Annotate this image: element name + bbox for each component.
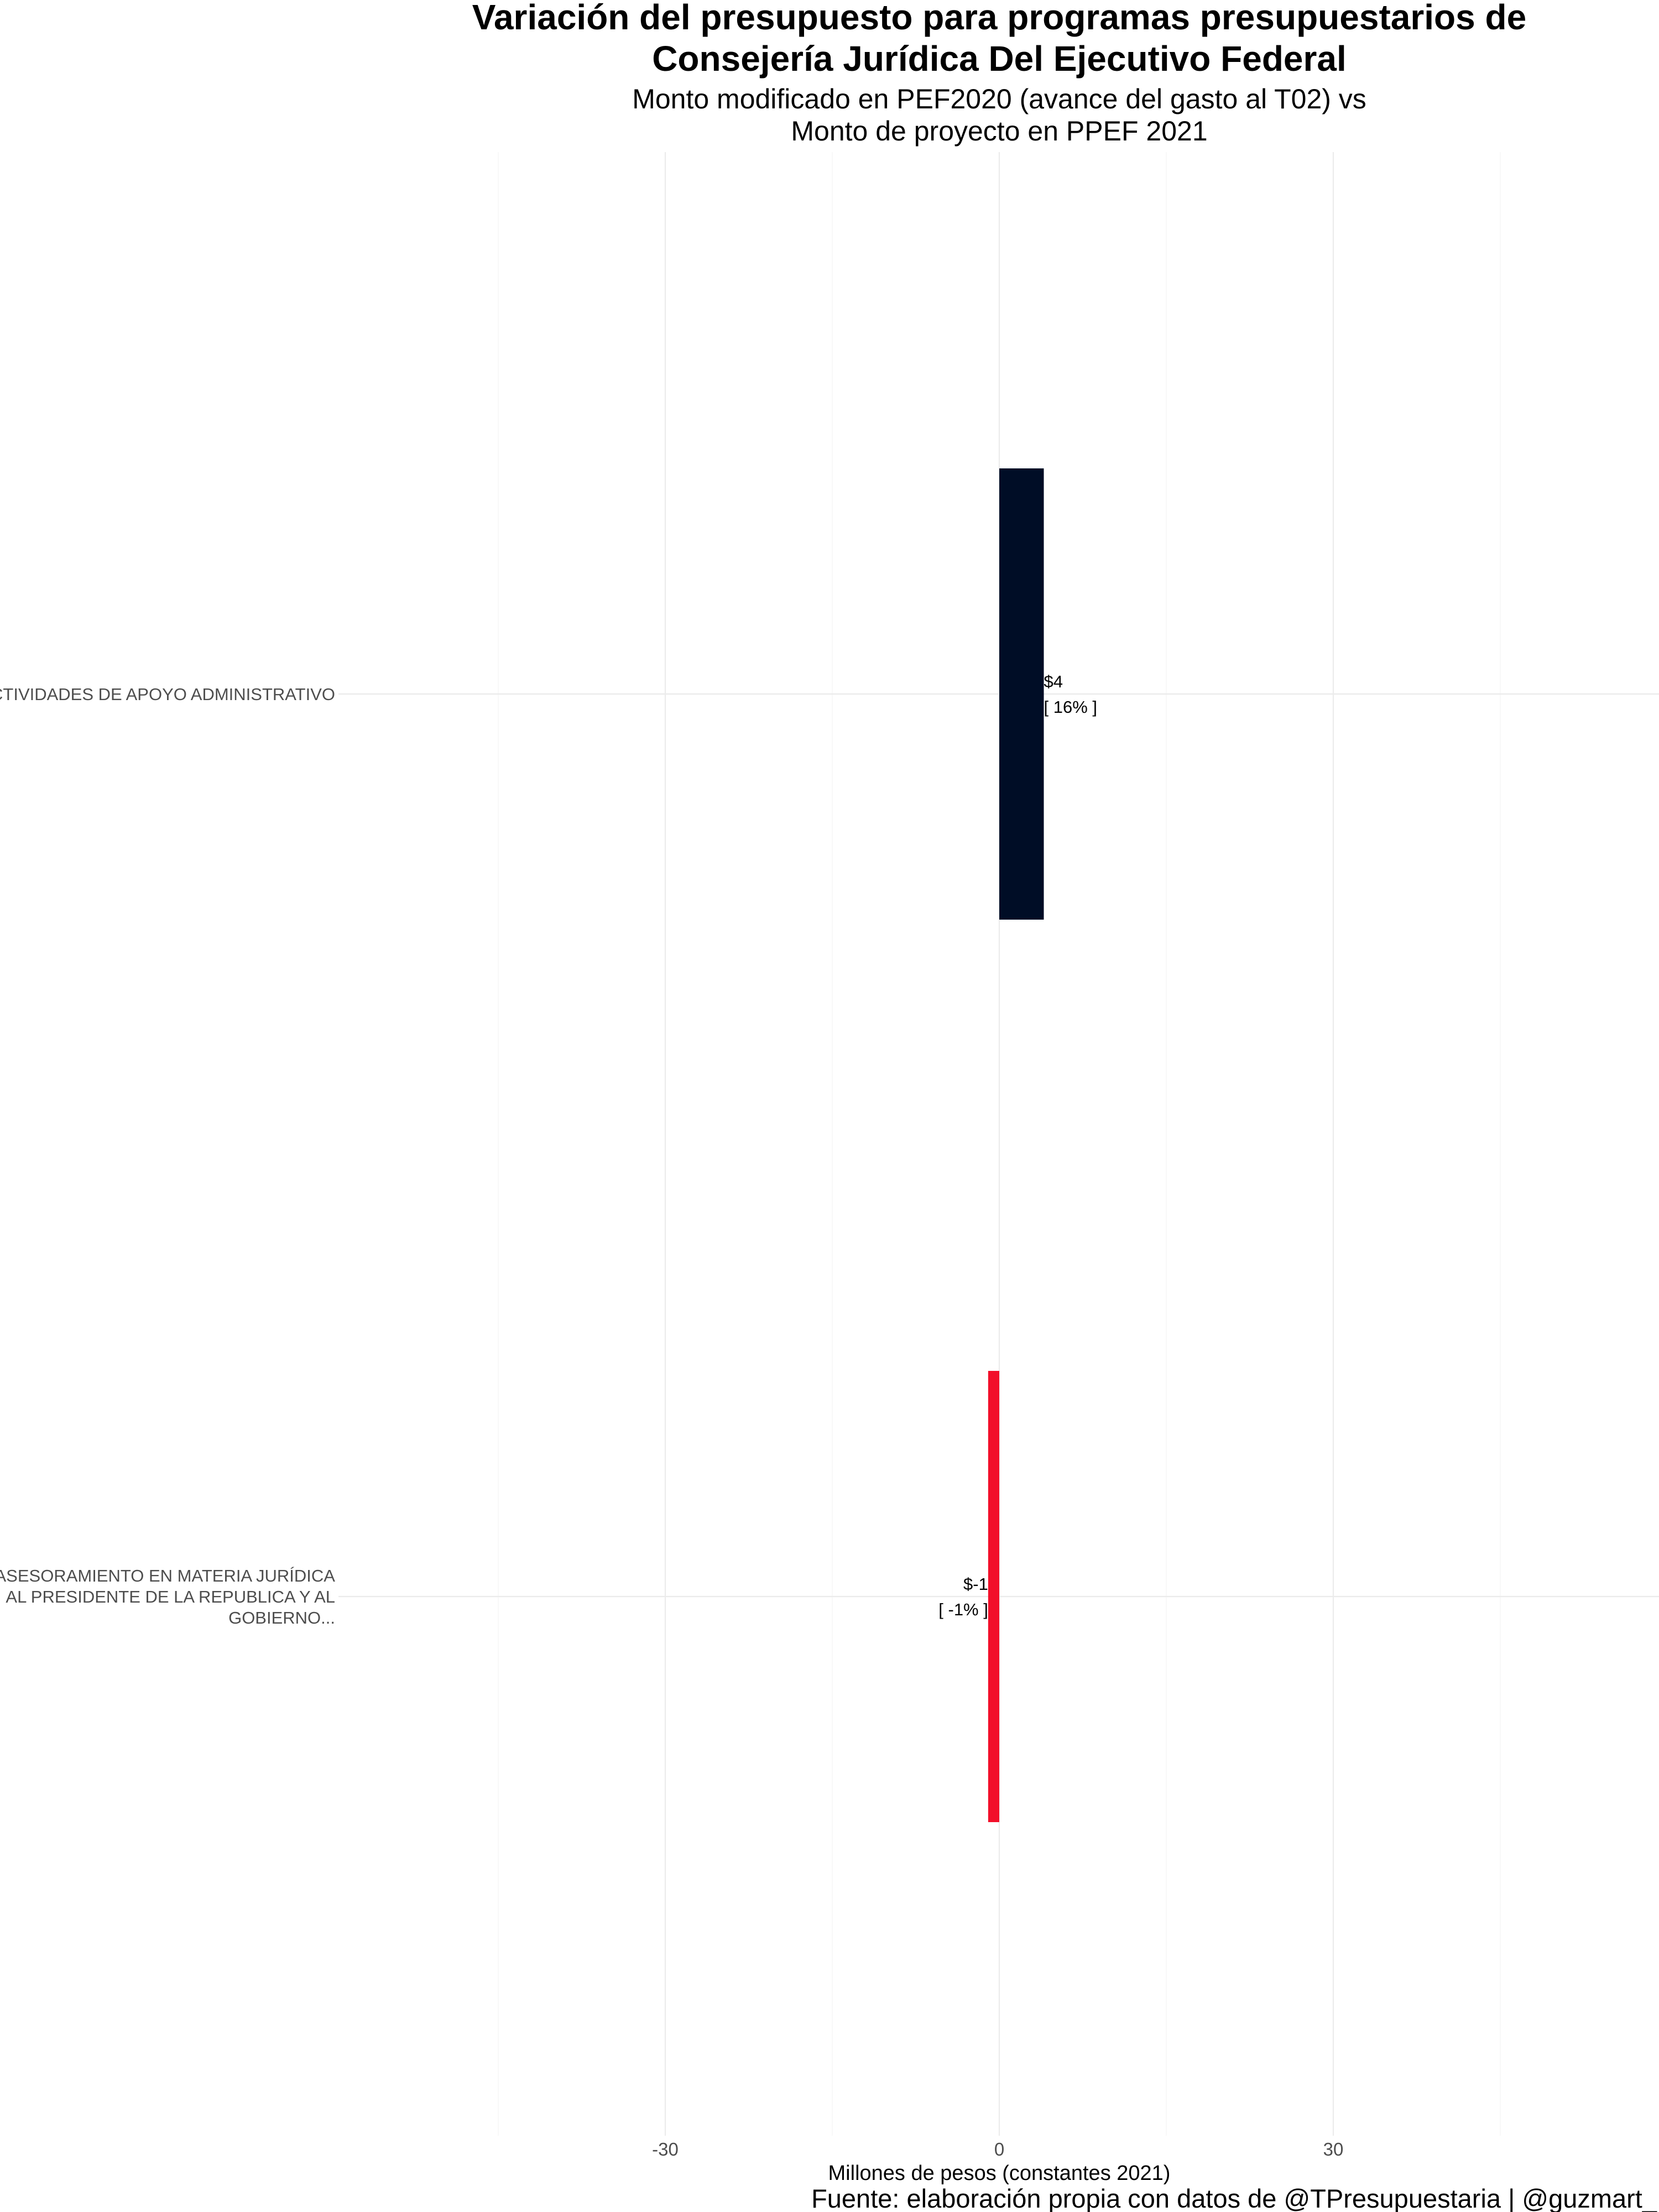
category-label: GOBIERNO...	[228, 1608, 335, 1627]
chart-subtitle-line-2: Monto de proyecto en PPEF 2021	[791, 116, 1207, 147]
data-label-percent: [ 16% ]	[1044, 697, 1098, 717]
data-label-value: $-1	[963, 1574, 988, 1594]
x-tick-label: 30	[1323, 2139, 1344, 2159]
bar	[999, 468, 1044, 920]
labels: $4 [ 16% ] $-1 [ -1% ] ACTIVIDADES DE APOYO …	[0, 672, 1343, 2159]
data-label-value: $4	[1044, 672, 1063, 691]
chart-subtitle-line-1: Monto modificado en PEF2020 (avance del …	[632, 84, 1366, 114]
bar	[988, 1371, 999, 1822]
bars	[988, 468, 1044, 1822]
x-tick-label: -30	[652, 2139, 679, 2159]
category-label: AL PRESIDENTE DE LA REPUBLICA Y AL	[6, 1587, 335, 1606]
data-label-percent: [ -1% ]	[938, 1600, 988, 1619]
x-axis-title: Millones de pesos (constantes 2021)	[828, 2162, 1171, 2185]
chart-caption: Fuente: elaboración propia con datos de …	[811, 2184, 1657, 2212]
chart-title-line-1: Variación del presupuesto para programas…	[472, 0, 1526, 37]
chart-title-line-2: Consejería Jurídica Del Ejecutivo Federa…	[652, 39, 1347, 79]
category-label: ASESORAMIENTO EN MATERIA JURÍDICA	[0, 1566, 335, 1585]
x-tick-label: 0	[994, 2139, 1004, 2159]
category-label: ACTIVIDADES DE APOYO ADMINISTRATIVO	[0, 685, 335, 704]
chart-text: Variación del presupuesto para programas…	[472, 0, 1657, 2212]
